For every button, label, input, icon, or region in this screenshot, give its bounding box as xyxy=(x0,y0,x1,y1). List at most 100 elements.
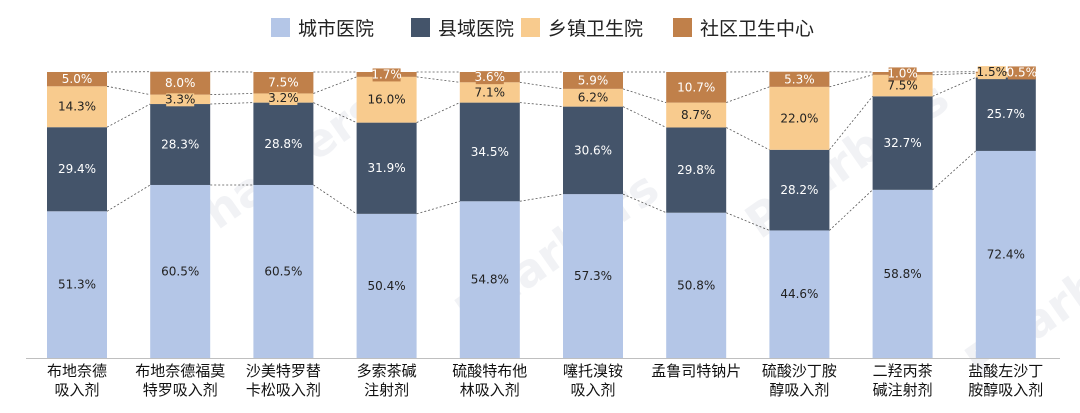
segment-label: 8.7% xyxy=(681,108,712,122)
segment-label-bg xyxy=(1007,66,1036,80)
legend-swatch xyxy=(673,18,692,37)
bar-segment xyxy=(356,122,417,214)
segment-label-bg xyxy=(475,71,504,85)
bar-segment xyxy=(872,189,933,358)
segment-label: 8.0% xyxy=(165,76,196,90)
bar-segment xyxy=(666,212,727,358)
category-label: 吸入剂 xyxy=(54,381,99,399)
segment-label: 57.3% xyxy=(574,269,612,283)
bar-segment xyxy=(563,72,623,89)
bar-segment xyxy=(150,104,211,185)
connector-line xyxy=(313,184,357,215)
bar-segment xyxy=(563,106,623,195)
segment-label: 10.7% xyxy=(677,80,715,94)
bar-segment xyxy=(47,211,107,358)
bar-segment xyxy=(253,184,314,358)
connector-line xyxy=(519,193,564,202)
category-label: 硫酸特布他 xyxy=(452,362,527,380)
category-label: 布地奈德福莫 xyxy=(135,362,225,380)
legend-swatch xyxy=(271,18,290,37)
bar-segment xyxy=(975,150,1036,358)
connector-line xyxy=(829,74,873,88)
segment-label: 29.4% xyxy=(58,162,96,176)
segment-label: 22.0% xyxy=(780,111,818,125)
segment-label: 6.2% xyxy=(578,91,609,105)
legend-label: 乡镇卫生院 xyxy=(548,18,643,40)
segment-label: 7.5% xyxy=(268,76,299,90)
category-label: 噻托溴铵 xyxy=(563,362,623,380)
segment-label: 7.5% xyxy=(887,79,918,93)
segment-label: 44.6% xyxy=(780,287,818,301)
segment-label-bg xyxy=(372,68,401,82)
bar-segment xyxy=(253,72,314,94)
segment-label: 7.1% xyxy=(475,85,506,99)
segment-label: 0.5% xyxy=(1007,65,1038,79)
connector-line xyxy=(416,76,460,83)
bar-segment xyxy=(975,73,1036,78)
legend-label: 社区卫生中心 xyxy=(700,18,814,40)
category-label: 吸入剂 xyxy=(570,381,615,399)
segment-label: 3.3% xyxy=(165,92,196,106)
category-label: 沙美特罗替 xyxy=(246,362,321,380)
segment-label-bg xyxy=(166,93,195,107)
segment-label: 30.6% xyxy=(574,143,612,157)
segment-labels: 51.3% 29.4% 14.3% 5.0% 60.5% 28.3% 3.3% 8.0% 60.… xyxy=(58,65,1037,301)
bar-segment xyxy=(975,77,1036,151)
connector-line xyxy=(829,189,873,231)
segment-label: 1.5% xyxy=(977,65,1008,79)
connector-line xyxy=(519,102,564,108)
legend-label: 城市医院 xyxy=(298,18,374,40)
legend: 城市医院 县域医院 乡镇卫生院 社区卫生中心 xyxy=(271,18,814,40)
segment-label: 50.8% xyxy=(677,278,715,292)
segment-label: 28.8% xyxy=(264,137,302,151)
segment-label: 28.3% xyxy=(161,138,199,152)
segment-label: 50.4% xyxy=(368,279,406,293)
bar-segment xyxy=(769,230,830,358)
connector-line xyxy=(726,86,770,103)
connector-line xyxy=(519,81,564,90)
segment-label: 1.0% xyxy=(887,66,918,80)
segment-label: 16.0% xyxy=(368,93,406,107)
category-label: 卡松吸入剂 xyxy=(246,381,321,399)
segment-label: 14.3% xyxy=(58,100,96,114)
bar-segment xyxy=(666,127,727,213)
bar-segment xyxy=(459,201,520,358)
segment-label: 58.8% xyxy=(884,267,922,281)
bar-segment xyxy=(356,76,417,123)
bar-segment xyxy=(563,194,623,358)
bar-segment xyxy=(459,82,520,103)
segment-label: 34.5% xyxy=(471,145,509,159)
segment-label: 60.5% xyxy=(264,264,302,278)
segment-connectors xyxy=(106,71,977,231)
segment-label: 54.8% xyxy=(471,273,509,287)
connector-line xyxy=(416,102,460,123)
connector-line xyxy=(622,88,667,103)
segment-label: 29.8% xyxy=(677,163,715,177)
category-label: 二羟丙茶 xyxy=(873,362,933,380)
segment-label: 72.4% xyxy=(987,247,1025,261)
connector-line xyxy=(622,106,667,128)
bar-segment xyxy=(150,184,211,358)
bar-segment xyxy=(356,213,417,358)
connector-line xyxy=(106,103,151,128)
connector-line xyxy=(829,96,873,151)
segment-label: 51.3% xyxy=(58,278,96,292)
category-label: 多索茶碱 xyxy=(357,362,417,380)
bar-segment xyxy=(769,71,830,87)
connector-line xyxy=(932,72,976,76)
connector-line xyxy=(726,127,770,151)
bar-segment xyxy=(47,127,107,212)
legend-swatch xyxy=(411,18,430,37)
category-label: 特罗吸入剂 xyxy=(143,381,218,399)
segment-label: 5.3% xyxy=(784,72,815,86)
bar-segment xyxy=(47,72,107,87)
legend-label: 县域医院 xyxy=(438,18,514,40)
segment-label: 1.7% xyxy=(371,67,402,81)
bar-segment xyxy=(47,86,107,128)
bar-segment xyxy=(975,71,1036,74)
segment-label: 28.2% xyxy=(780,183,818,197)
bars xyxy=(47,71,1036,358)
bar-segment xyxy=(769,149,830,231)
